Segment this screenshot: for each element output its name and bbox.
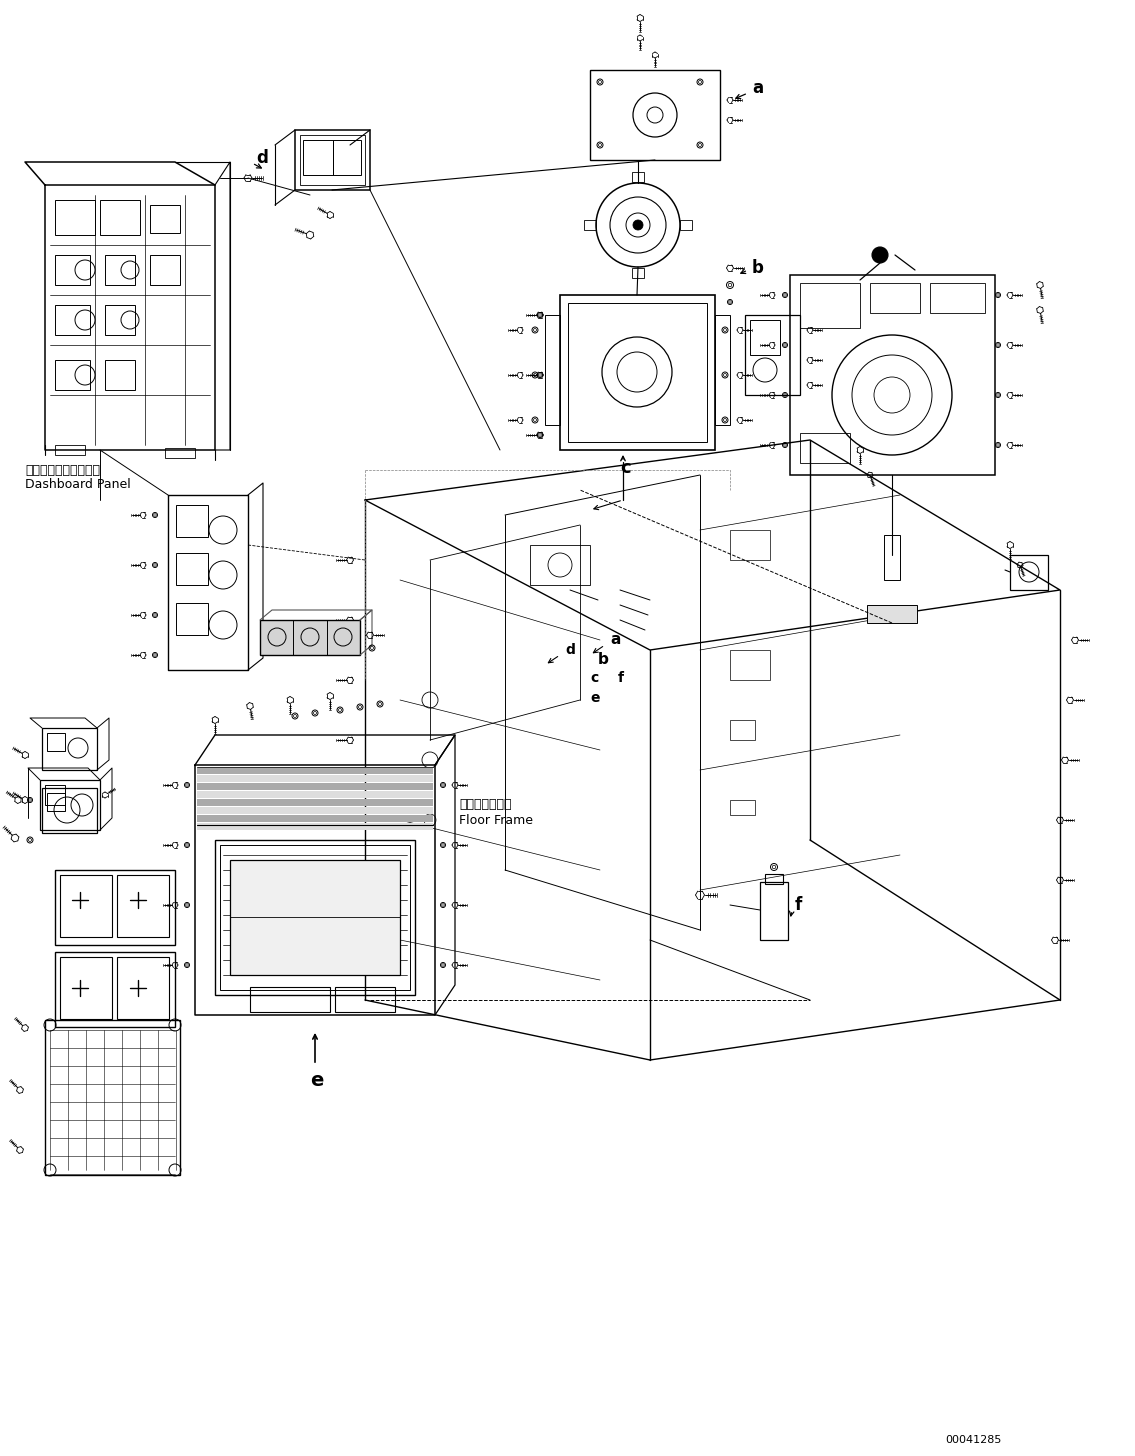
Bar <box>176 603 208 635</box>
Bar <box>730 649 770 680</box>
Bar <box>60 875 112 938</box>
Bar <box>333 140 361 175</box>
Bar <box>117 957 169 1019</box>
Bar <box>47 732 65 751</box>
Bar <box>800 282 860 328</box>
Bar <box>745 314 800 395</box>
Text: d: d <box>257 149 268 167</box>
Bar <box>106 360 135 390</box>
Bar <box>680 220 692 230</box>
Bar <box>176 553 208 585</box>
Bar <box>871 282 920 313</box>
Text: a: a <box>609 632 621 648</box>
Text: Floor Frame: Floor Frame <box>459 814 533 827</box>
Bar <box>715 314 730 425</box>
Text: d: d <box>565 644 574 657</box>
Bar <box>765 874 783 884</box>
Text: f: f <box>794 895 802 914</box>
Text: フロアフレーム: フロアフレーム <box>459 798 512 811</box>
Bar <box>568 303 707 443</box>
Bar <box>560 296 715 450</box>
Text: e: e <box>590 692 599 705</box>
Text: c: c <box>590 671 598 684</box>
Text: b: b <box>598 652 608 667</box>
Bar <box>47 794 65 811</box>
Bar <box>215 840 415 994</box>
Bar <box>197 783 432 791</box>
Circle shape <box>633 220 644 230</box>
Bar <box>54 871 175 945</box>
Bar <box>165 448 195 459</box>
Bar <box>197 791 432 798</box>
Bar <box>730 721 755 740</box>
Bar <box>632 268 644 278</box>
Bar <box>40 780 100 830</box>
Text: ダッシュボードパネル: ダッシュボードパネル <box>25 463 100 476</box>
Bar <box>42 728 96 770</box>
Bar <box>45 1021 180 1175</box>
Bar <box>930 282 985 313</box>
Bar <box>530 545 590 585</box>
Bar <box>750 320 780 355</box>
Bar <box>150 205 180 233</box>
Bar <box>300 135 365 185</box>
Bar <box>197 807 432 814</box>
Text: Dashboard Panel: Dashboard Panel <box>25 479 131 492</box>
Bar <box>176 505 208 537</box>
Bar <box>545 314 560 425</box>
Bar <box>590 70 720 160</box>
Bar <box>295 130 370 189</box>
Bar <box>220 844 410 990</box>
Bar <box>60 957 112 1019</box>
Bar <box>303 140 333 175</box>
Bar <box>197 767 432 775</box>
Bar <box>632 172 644 182</box>
Bar <box>730 530 770 561</box>
Text: f: f <box>617 671 624 684</box>
Bar <box>106 304 135 335</box>
Bar <box>54 360 90 390</box>
Text: e: e <box>310 1070 323 1089</box>
Bar <box>800 432 850 463</box>
Bar <box>106 255 135 285</box>
Text: b: b <box>753 259 764 277</box>
Bar <box>260 620 360 655</box>
Bar <box>760 882 788 941</box>
Bar <box>100 199 140 234</box>
Text: 00041285: 00041285 <box>945 1436 1001 1444</box>
Bar <box>230 860 400 976</box>
Bar <box>54 255 90 285</box>
Bar <box>54 952 175 1026</box>
Bar <box>585 220 596 230</box>
Bar <box>42 788 96 833</box>
Circle shape <box>872 248 888 264</box>
Bar <box>1010 555 1048 590</box>
Bar <box>867 606 917 623</box>
Bar <box>335 987 395 1012</box>
Bar <box>150 255 180 285</box>
Bar <box>54 446 85 454</box>
Text: a: a <box>753 79 763 98</box>
Bar <box>197 799 432 807</box>
Bar <box>884 534 900 579</box>
Bar <box>117 875 169 938</box>
Text: c: c <box>620 459 631 478</box>
Bar <box>54 199 95 234</box>
Bar <box>730 799 755 815</box>
Bar <box>790 275 995 475</box>
Bar <box>54 304 90 335</box>
Bar <box>197 775 432 782</box>
Bar <box>197 823 432 830</box>
Bar <box>45 785 65 805</box>
Bar <box>197 815 432 823</box>
Bar <box>250 987 330 1012</box>
